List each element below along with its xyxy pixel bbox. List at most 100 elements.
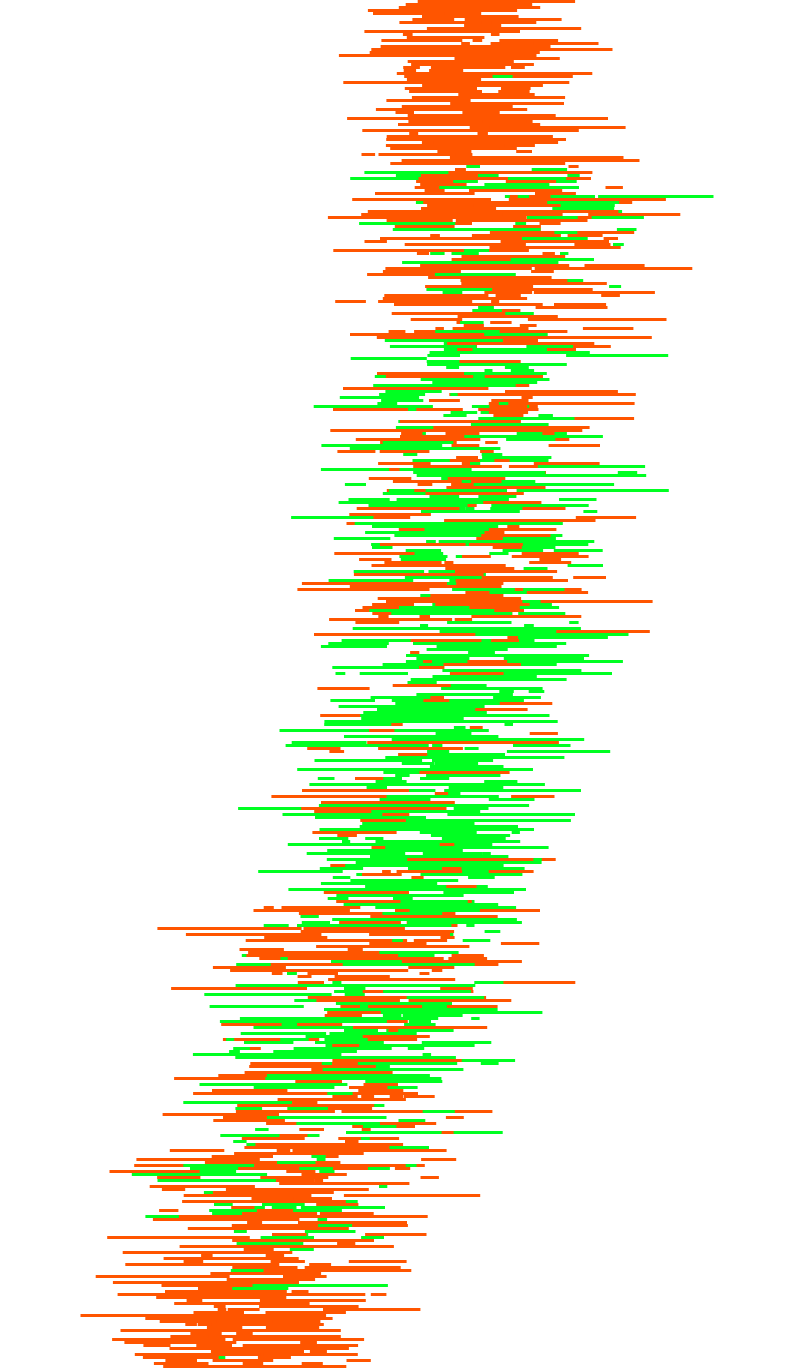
green-strand bbox=[385, 729, 489, 732]
orange-strand bbox=[337, 1242, 356, 1245]
orange-strand bbox=[359, 945, 470, 948]
orange-strand bbox=[461, 462, 473, 465]
orange-strand bbox=[244, 1071, 393, 1074]
orange-strand bbox=[364, 1182, 379, 1185]
orange-cluster bbox=[484, 291, 533, 294]
green-strand bbox=[383, 990, 472, 993]
orange-strand bbox=[455, 168, 466, 171]
green-strand bbox=[491, 504, 519, 507]
orange-strand bbox=[486, 45, 551, 48]
orange-strand bbox=[550, 393, 636, 396]
green-strand bbox=[472, 423, 498, 426]
green-strand bbox=[361, 1236, 384, 1239]
orange-strand bbox=[211, 1251, 293, 1254]
green-strand bbox=[261, 1020, 296, 1023]
orange-strand bbox=[447, 342, 595, 345]
orange-strand bbox=[412, 18, 455, 21]
orange-strand bbox=[389, 468, 400, 471]
green-strand bbox=[502, 474, 647, 477]
orange-strand bbox=[450, 102, 564, 105]
orange-strand bbox=[391, 723, 403, 726]
green-strand bbox=[448, 792, 461, 795]
green-strand bbox=[293, 1047, 383, 1050]
orange-strand bbox=[324, 1293, 352, 1296]
orange-strand bbox=[483, 615, 564, 618]
orange-strand bbox=[217, 1308, 227, 1311]
green-strand bbox=[479, 840, 521, 843]
orange-strand bbox=[433, 141, 515, 144]
orange-strand bbox=[388, 1029, 399, 1032]
green-strand bbox=[364, 984, 476, 987]
green-strand bbox=[447, 582, 457, 585]
orange-strand bbox=[263, 1353, 311, 1356]
orange-strand bbox=[535, 192, 576, 195]
orange-strand bbox=[407, 60, 445, 63]
green-strand bbox=[420, 624, 429, 627]
orange-strand bbox=[539, 222, 561, 225]
orange-strand bbox=[455, 579, 568, 582]
green-strand bbox=[428, 720, 558, 723]
orange-strand bbox=[411, 597, 522, 600]
green-strand bbox=[475, 633, 629, 636]
orange-strand bbox=[187, 1227, 304, 1230]
orange-strand bbox=[509, 63, 529, 66]
orange-strand bbox=[401, 432, 423, 435]
orange-strand bbox=[277, 1092, 328, 1095]
orange-strand bbox=[229, 1347, 258, 1350]
green-strand bbox=[313, 405, 433, 408]
green-strand bbox=[253, 1086, 335, 1089]
orange-strand bbox=[355, 621, 400, 624]
green-cluster bbox=[360, 714, 406, 717]
orange-strand bbox=[462, 393, 555, 396]
orange-strand bbox=[249, 1047, 261, 1050]
green-strand bbox=[478, 306, 494, 309]
orange-strand bbox=[335, 300, 366, 303]
green-strand bbox=[420, 873, 459, 876]
orange-strand bbox=[370, 1293, 387, 1296]
orange-strand bbox=[253, 909, 334, 912]
green-strand bbox=[460, 321, 484, 324]
orange-strand bbox=[416, 252, 429, 255]
orange-strand bbox=[469, 564, 490, 567]
green-strand bbox=[324, 720, 446, 723]
green-strand bbox=[319, 867, 364, 870]
orange-strand bbox=[385, 267, 510, 270]
orange-strand bbox=[409, 132, 419, 135]
orange-strand bbox=[457, 315, 479, 318]
orange-strand bbox=[369, 51, 457, 54]
green-strand bbox=[369, 609, 495, 612]
green-strand bbox=[438, 540, 595, 543]
green-strand bbox=[336, 882, 438, 885]
orange-strand bbox=[323, 1308, 421, 1311]
orange-strand bbox=[349, 585, 414, 588]
green-strand bbox=[431, 648, 469, 651]
green-strand bbox=[431, 444, 443, 447]
orange-cluster bbox=[416, 180, 454, 183]
green-strand bbox=[441, 687, 543, 690]
green-strand bbox=[426, 360, 463, 363]
orange-strand bbox=[477, 426, 580, 429]
green-strand bbox=[524, 669, 556, 672]
orange-strand bbox=[456, 456, 478, 459]
orange-strand bbox=[403, 69, 417, 72]
orange-strand bbox=[95, 1275, 230, 1278]
orange-strand bbox=[500, 942, 540, 945]
green-strand bbox=[395, 714, 550, 717]
orange-strand bbox=[462, 111, 500, 114]
green-strand bbox=[422, 1053, 432, 1056]
green-strand bbox=[453, 726, 466, 729]
orange-strand bbox=[297, 1212, 306, 1215]
green-strand bbox=[380, 879, 425, 882]
orange-strand bbox=[353, 1026, 488, 1029]
orange-strand bbox=[604, 294, 614, 297]
green-strand bbox=[354, 894, 464, 897]
green-strand bbox=[442, 291, 463, 294]
orange-strand bbox=[163, 1257, 299, 1260]
orange-strand bbox=[420, 1176, 439, 1179]
orange-strand bbox=[402, 33, 413, 36]
orange-strand bbox=[297, 588, 430, 591]
orange-strand bbox=[489, 126, 626, 129]
orange-strand bbox=[391, 312, 506, 315]
orange-strand bbox=[446, 486, 512, 489]
orange-strand bbox=[238, 1167, 300, 1170]
